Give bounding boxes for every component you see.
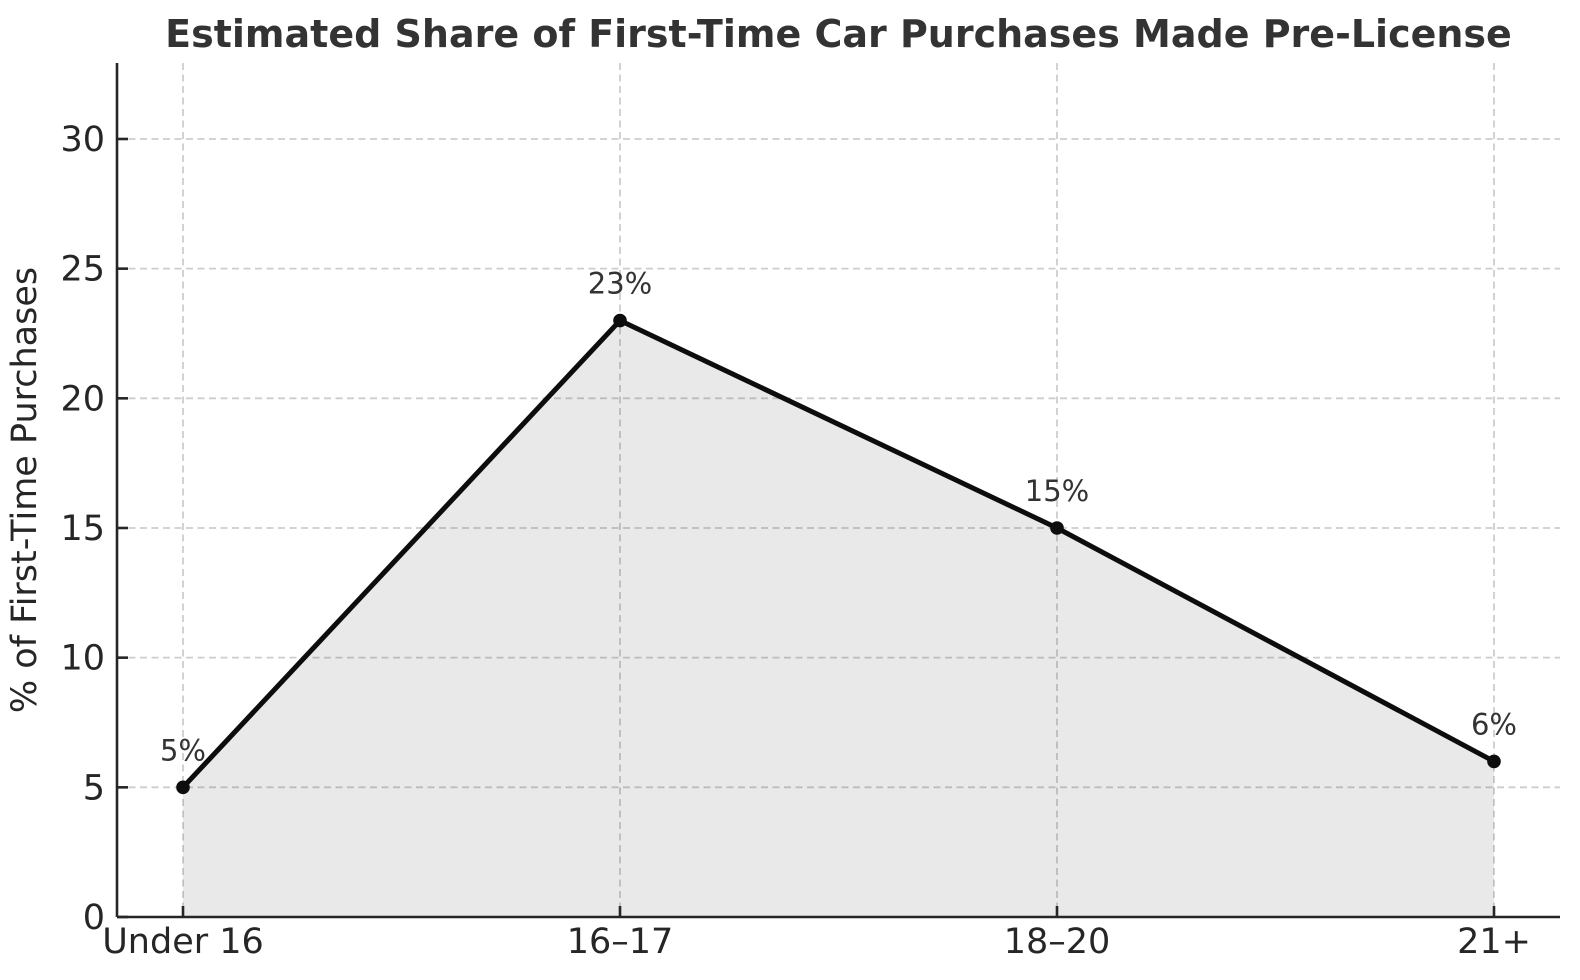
y-tick-label: 5 <box>83 768 105 808</box>
point-label: 6% <box>1471 707 1517 741</box>
data-point-marker <box>613 313 627 328</box>
data-point-marker <box>1050 521 1064 535</box>
area-fill <box>183 320 1494 918</box>
chart-title: Estimated Share of First-Time Car Purcha… <box>165 12 1512 56</box>
y-tick-label: 25 <box>60 250 105 290</box>
point-label: 23% <box>588 267 652 301</box>
y-tick-label: 0 <box>83 898 105 938</box>
y-tick-label: 10 <box>60 639 105 679</box>
y-tick-label: 15 <box>60 509 105 549</box>
x-tick-label: 16–17 <box>567 922 674 962</box>
data-point-marker <box>1487 754 1501 769</box>
x-tick-label: 18–20 <box>1004 922 1111 962</box>
x-tick-label: Under 16 <box>102 922 264 962</box>
data-line <box>180 318 1497 790</box>
data-point-marker <box>176 780 190 795</box>
y-tick-label: 20 <box>60 379 105 419</box>
y-axis-label: % of First-Time Purchases <box>5 267 45 713</box>
y-tick-label: 30 <box>60 120 105 160</box>
point-label: 15% <box>1025 474 1089 508</box>
point-label: 5% <box>160 733 206 767</box>
x-tick-label: 21+ <box>1457 922 1531 962</box>
